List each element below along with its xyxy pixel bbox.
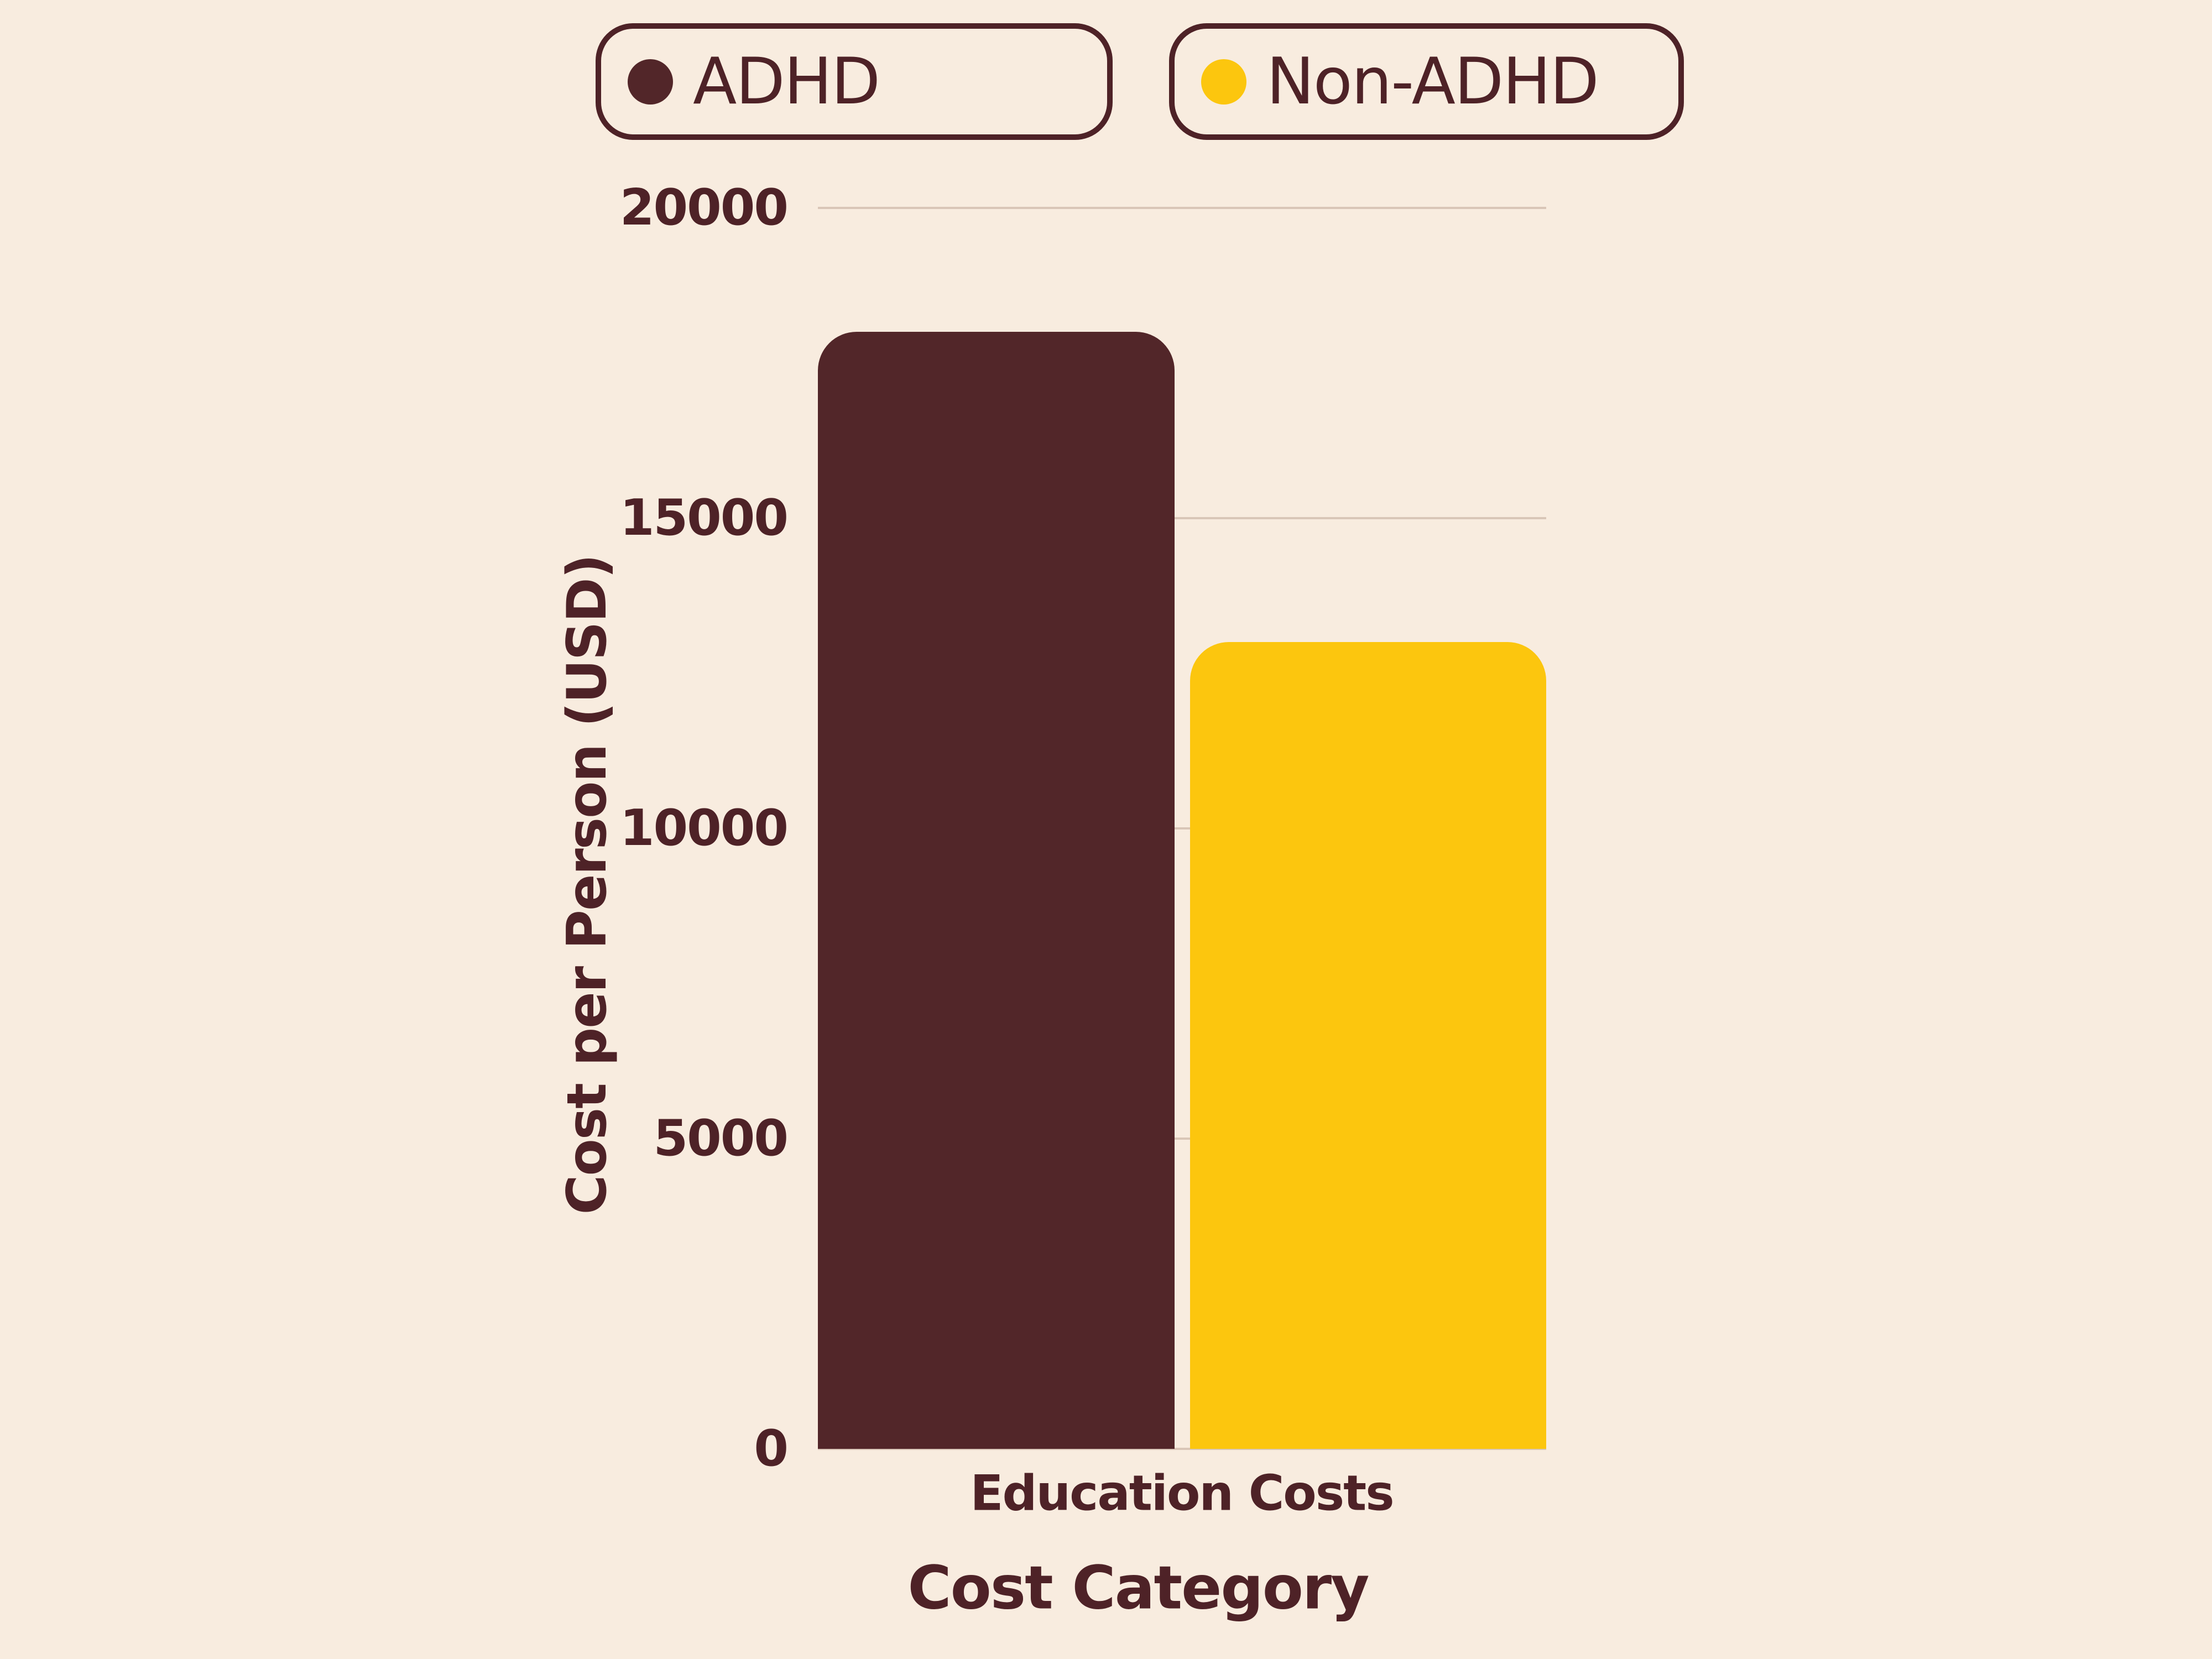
x-tick-label-education-costs: Education Costs <box>970 1464 1394 1522</box>
gridline-15000 <box>818 517 1546 519</box>
legend-label-non-adhd: Non-ADHD <box>1266 44 1599 119</box>
y-axis-title: Cost per Person (USD) <box>556 555 619 1215</box>
y-tick-label-10000: 10000 <box>619 799 789 857</box>
bar-adhd <box>818 332 1175 1449</box>
y-tick-label-20000: 20000 <box>619 179 789 237</box>
legend-dot-non-adhd-icon <box>1201 59 1246 105</box>
y-tick-label-0: 0 <box>754 1420 789 1478</box>
gridline-20000 <box>818 207 1546 209</box>
y-tick-label-15000: 15000 <box>619 489 789 547</box>
x-axis-title: Cost Category <box>907 1553 1369 1623</box>
legend-dot-adhd-icon <box>628 59 673 105</box>
y-tick-label-5000: 5000 <box>653 1109 789 1167</box>
bar-non-adhd <box>1190 642 1546 1449</box>
gridline-10000 <box>818 827 1546 830</box>
gridline-5000 <box>818 1138 1546 1140</box>
legend-item-non-adhd: Non-ADHD <box>1169 23 1684 140</box>
legend-item-adhd: ADHD <box>596 23 1113 140</box>
gridline-0 <box>818 1448 1546 1450</box>
legend-label-adhd: ADHD <box>693 44 880 119</box>
